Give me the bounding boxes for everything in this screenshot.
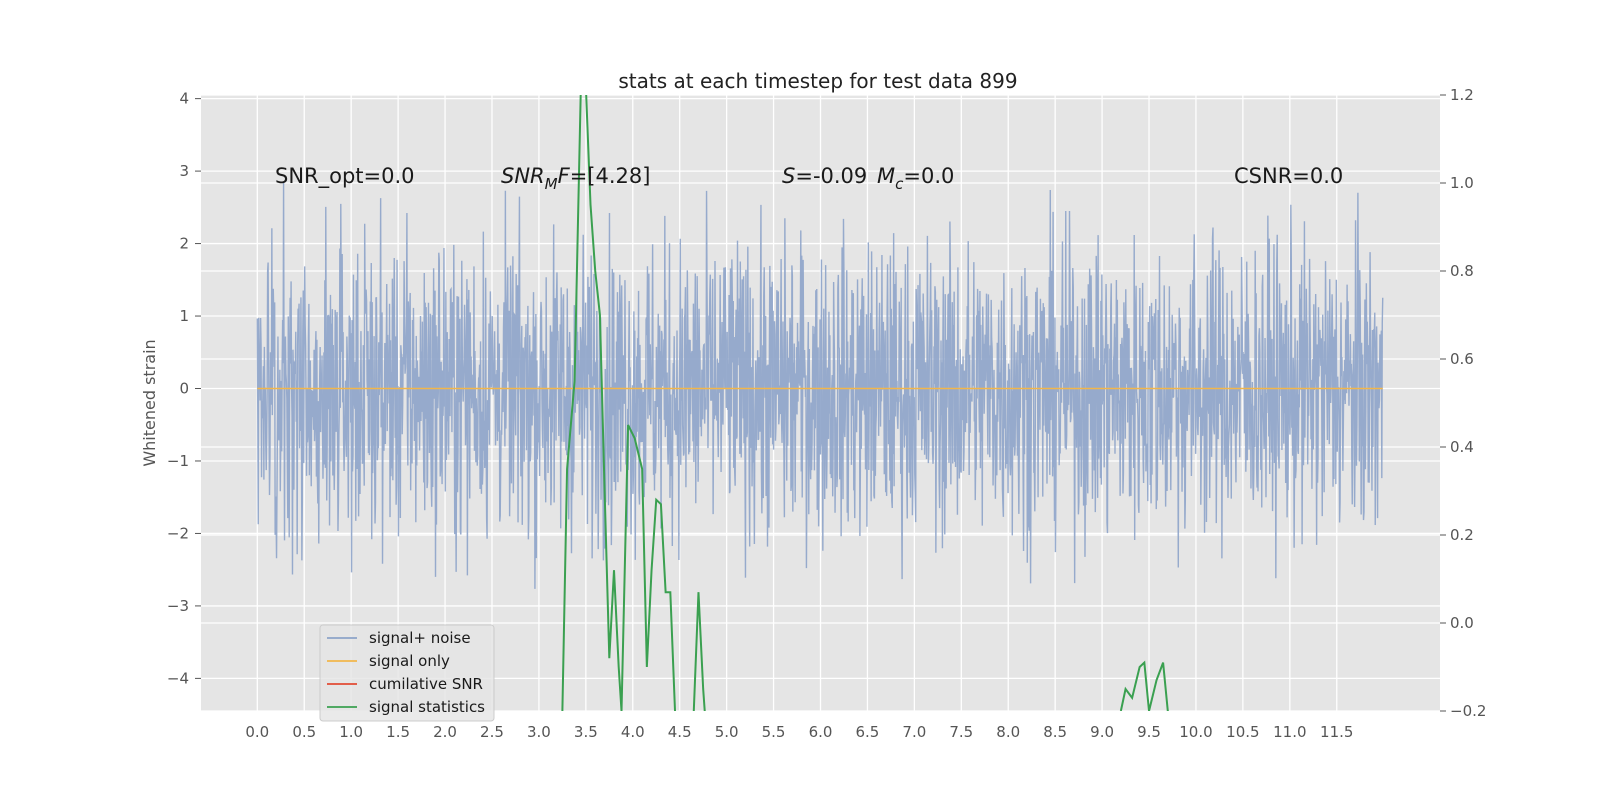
y2-tick-label: 0.0 [1450,614,1474,632]
snr-mf-base: SNR [501,164,545,188]
legend: signal+ noise signal only cumilative SNR… [319,624,495,722]
snr-mf-tail: F [558,164,571,188]
annotation-mc: Mc=0.0 [877,164,954,193]
annotation-snr-opt: SNR_opt=0.0 [275,164,415,189]
y-tick-label: 0 [179,380,189,398]
chart-title: stats at each timestep for test data 899 [618,69,1017,93]
legend-label-signal-only: signal only [369,652,450,670]
annotation-csnr: CSNR=0.0 [1234,164,1343,188]
y-axis-label: Whitened strain [140,339,159,466]
x-tick-label: 6.5 [856,723,880,741]
x-tick-label: 4.0 [621,723,645,741]
x-tick-label: 8.5 [1043,723,1067,741]
x-axis-ticks: 0.0 0.5 1.0 1.5 2.0 2.5 3.0 3.5 4.0 4.5 5.0 5.5 6.0 6… [245,723,1353,741]
series-signal-statistics [561,95,1169,711]
y2-tick-label: 0.4 [1450,438,1474,456]
x-tick-label: 3.5 [574,723,598,741]
y-tick-label: −2 [167,524,189,542]
x-tick-label: 5.5 [762,723,786,741]
x-tick-label: 2.0 [433,723,457,741]
x-tick-label: 2.5 [480,723,504,741]
series-signal-noise [256,182,1384,589]
x-tick-label: 0.5 [292,723,316,741]
x-tick-label: 8.0 [996,723,1020,741]
x-tick-label: 11.5 [1320,723,1353,741]
snr-mf-value: =[4.28] [570,164,651,188]
y-tick-label: −3 [167,597,189,615]
x-tick-label: 7.0 [902,723,926,741]
snr-mf-subscript: M [545,175,558,193]
signal-noise-line [256,182,1384,589]
y-tick-label: 4 [179,90,189,108]
mc-symbol: M [877,164,895,188]
mc-subscript: c [895,175,904,193]
y-tick-label: 1 [179,307,189,325]
y2-tick-label: 1.2 [1450,86,1474,104]
s-symbol: S [782,164,795,188]
y-tick-label: −1 [167,452,189,470]
y-tick-label: 2 [179,235,189,253]
y2-tick-label: 0.2 [1450,526,1474,544]
x-tick-label: 3.0 [527,723,551,741]
x-tick-label: 10.0 [1179,723,1212,741]
y2-axis-ticks: 1.2 1.0 0.8 0.6 0.4 0.2 0.0 −0.2 [1440,86,1486,720]
x-tick-label: 0.0 [245,723,269,741]
y2-tick-label: −0.2 [1450,702,1486,720]
x-tick-label: 4.5 [668,723,692,741]
mc-value: =0.0 [903,164,954,188]
annotation-snr-mf: SNRMF=[4.28] [501,164,650,193]
x-tick-label: 1.5 [386,723,410,741]
y-tick-label: −4 [167,669,189,687]
x-tick-label: 5.0 [715,723,739,741]
x-tick-label: 9.5 [1137,723,1161,741]
y2-tick-label: 0.6 [1450,350,1474,368]
y2-tick-label: 0.8 [1450,262,1474,280]
s-value: =-0.09 [795,164,867,188]
x-tick-label: 6.0 [809,723,833,741]
legend-label-cumilative-snr: cumilative SNR [369,675,483,693]
y-tick-label: 3 [179,162,189,180]
x-tick-label: 10.5 [1226,723,1259,741]
legend-label-signal-noise: signal+ noise [369,629,471,647]
y-axis-ticks: 4 3 2 1 0 −1 −2 −3 −4 [167,90,201,687]
signal-statistics-line [561,95,1169,711]
y2-tick-label: 1.0 [1450,174,1474,192]
legend-box [319,624,495,722]
x-tick-label: 11.0 [1273,723,1306,741]
x-tick-label: 7.5 [949,723,973,741]
legend-label-signal-statistics: signal statistics [369,698,485,716]
annotation-s: S=-0.09 [782,164,867,188]
x-tick-label: 1.0 [339,723,363,741]
x-tick-label: 9.0 [1090,723,1114,741]
